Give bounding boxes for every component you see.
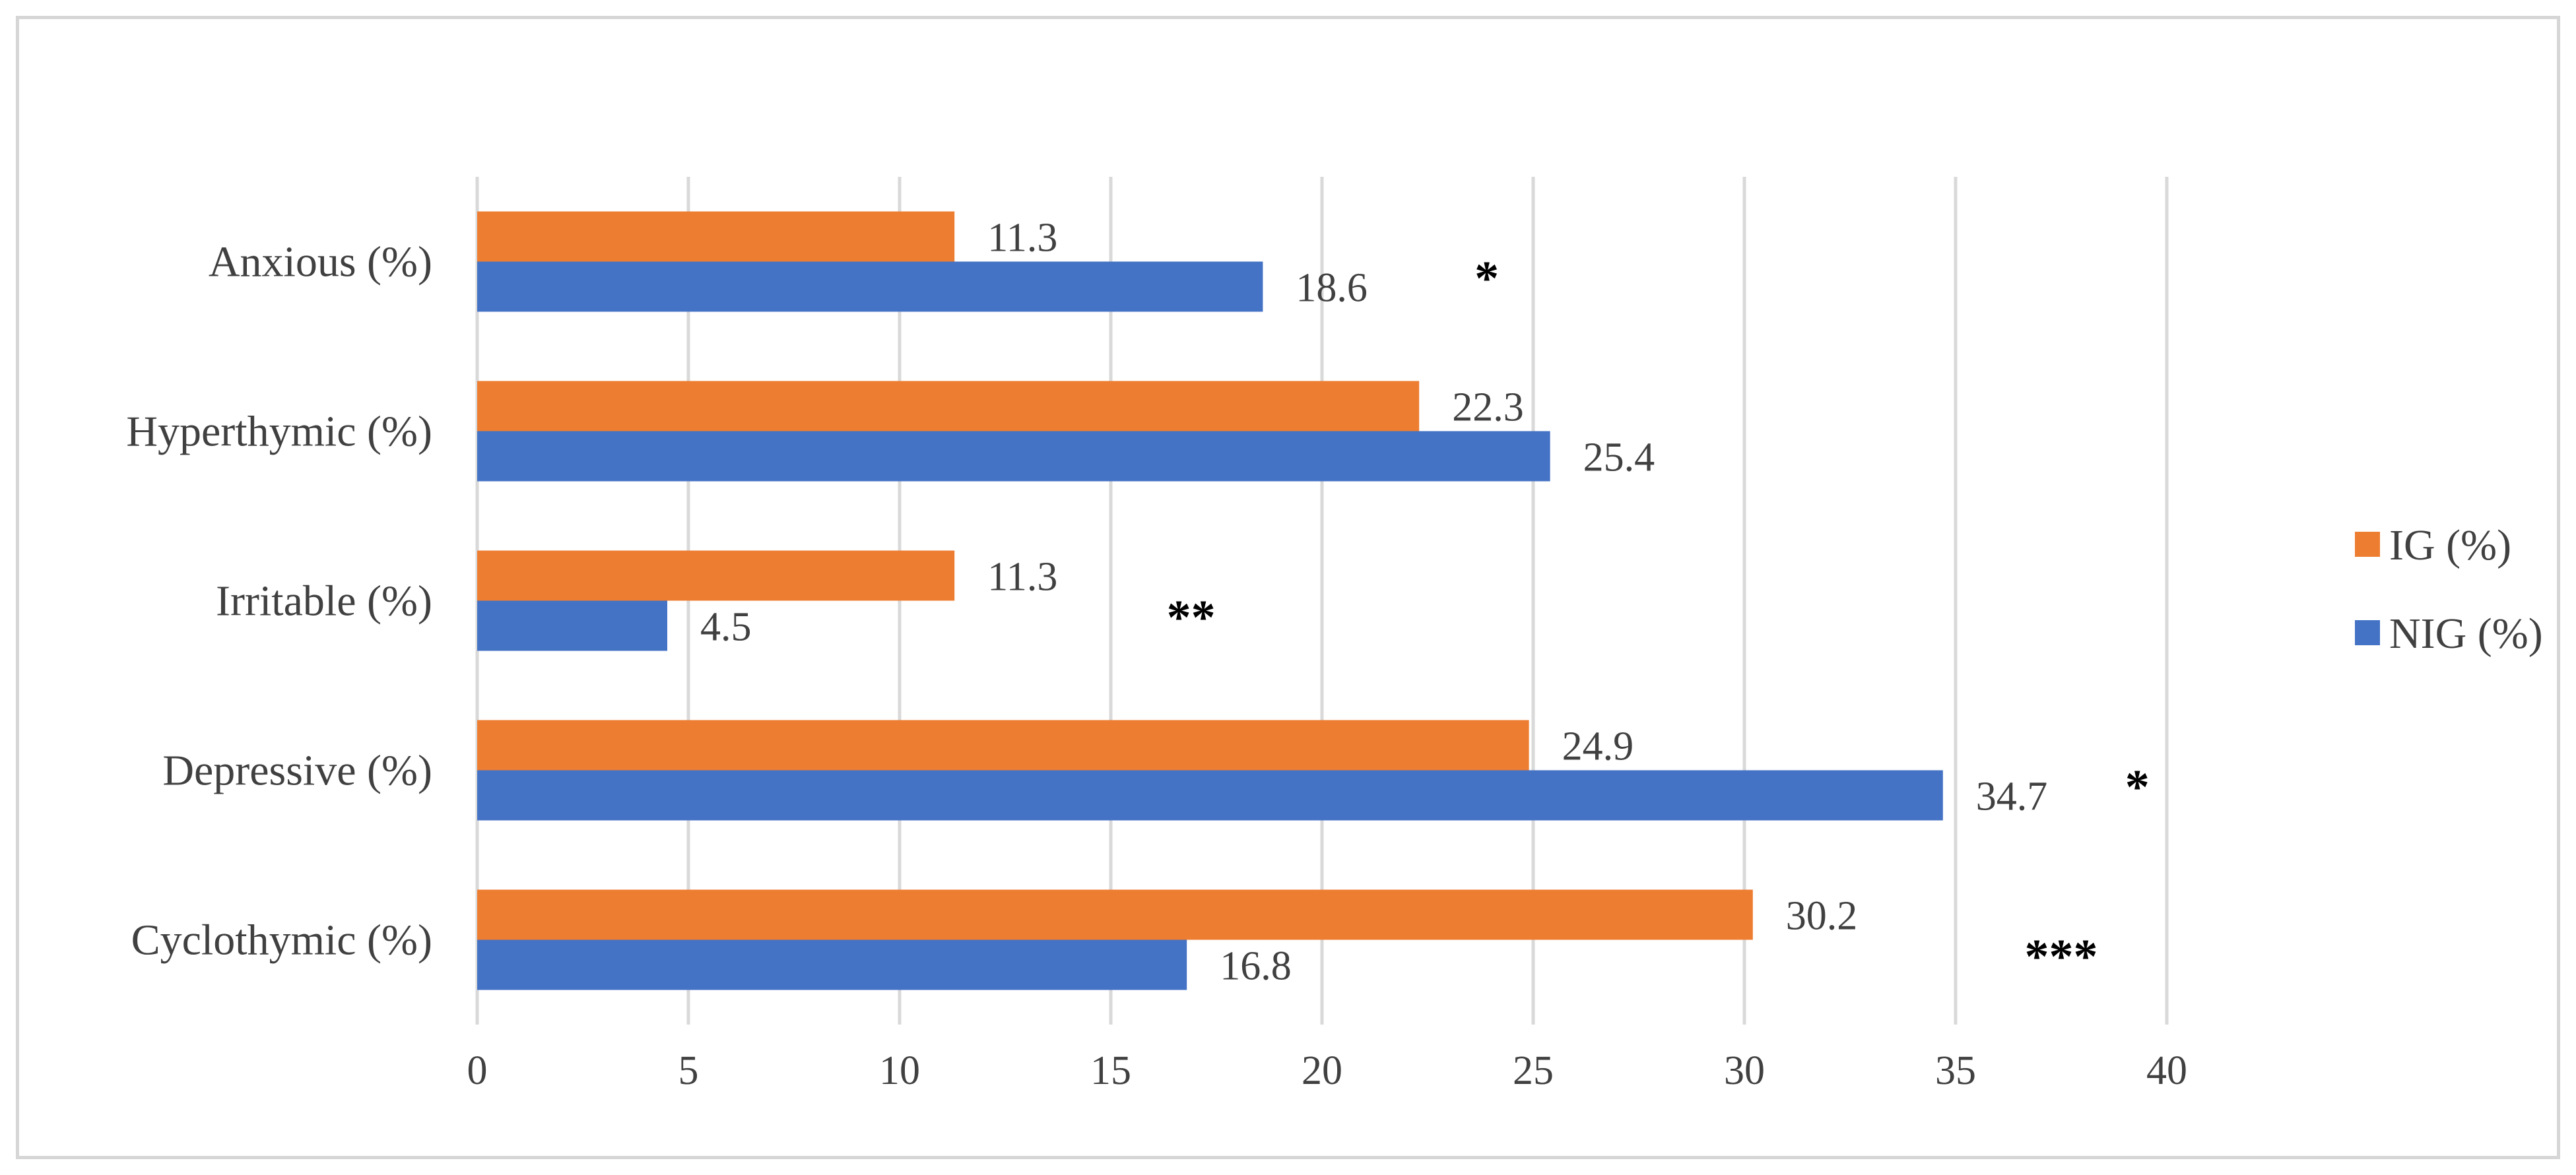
x-tick-label-35: 35	[1935, 1048, 1976, 1093]
value-label-nig-pct-cyclothymic-pct: 16.8	[1220, 944, 1292, 989]
bar-ig-pct-anxious-pct	[477, 211, 955, 262]
value-label-ig-pct-depressive-pct: 24.9	[1562, 724, 1634, 769]
value-label-ig-pct-hyperthymic-pct: 22.3	[1452, 385, 1524, 430]
chart-frame	[16, 16, 2560, 1159]
value-label-ig-pct-anxious-pct: 11.3	[987, 216, 1057, 261]
x-tick-label-40: 40	[2146, 1048, 2187, 1093]
legend: IG (%) NIG (%)	[2355, 521, 2543, 658]
x-tick-label-20: 20	[1302, 1048, 1342, 1093]
bar-nig-pct-irritable-pct	[477, 600, 667, 651]
value-label-nig-pct-irritable-pct: 4.5	[700, 605, 752, 650]
bar-ig-pct-depressive-pct	[477, 720, 1529, 771]
legend-swatch-nig-pct	[2355, 620, 2380, 645]
significance-irritable-pct: **	[1167, 591, 1216, 645]
significance-depressive-pct: *	[2125, 761, 2150, 815]
x-tick-label-30: 30	[1724, 1048, 1765, 1093]
bars	[477, 211, 1943, 990]
x-tick-label-10: 10	[879, 1048, 920, 1093]
bar-nig-pct-anxious-pct	[477, 261, 1263, 312]
legend-label-ig-pct: IG (%)	[2389, 521, 2511, 569]
bar-nig-pct-depressive-pct	[477, 770, 1943, 821]
x-tick-label-0: 0	[467, 1048, 488, 1093]
value-label-nig-pct-hyperthymic-pct: 25.4	[1583, 435, 1655, 480]
value-label-ig-pct-irritable-pct: 11.3	[987, 555, 1057, 600]
legend-label-nig-pct: NIG (%)	[2389, 610, 2543, 658]
value-label-nig-pct-depressive-pct: 34.7	[1976, 775, 2048, 819]
legend-swatch-ig-pct	[2355, 532, 2380, 557]
x-tick-label-5: 5	[678, 1048, 699, 1093]
category-label-irritable-pct: Irritable (%)	[216, 577, 432, 625]
value-label-nig-pct-anxious-pct: 18.6	[1296, 266, 1367, 311]
significance-cyclothymic-pct: ***	[2025, 930, 2098, 984]
category-label-depressive-pct: Depressive (%)	[162, 747, 432, 795]
x-tick-label-25: 25	[1513, 1048, 1554, 1093]
bar-ig-pct-irritable-pct	[477, 550, 955, 601]
significance-anxious-pct: *	[1474, 252, 1499, 306]
category-label-hyperthymic-pct: Hyperthymic (%)	[126, 408, 432, 456]
gridlines	[475, 177, 2169, 1025]
bar-nig-pct-cyclothymic-pct	[477, 939, 1187, 990]
value-label-ig-pct-cyclothymic-pct: 30.2	[1786, 894, 1858, 939]
category-label-cyclothymic-pct: Cyclothymic (%)	[131, 916, 432, 965]
bar-ig-pct-cyclothymic-pct	[477, 889, 1753, 940]
labels: 0 5 10 15 20 25 30 35 40 30.2 16.8 Cyclothymic (%) 2…	[126, 216, 2187, 1094]
x-tick-label-15: 15	[1090, 1048, 1131, 1093]
category-label-anxious-pct: Anxious (%)	[209, 238, 432, 286]
bar-nig-pct-hyperthymic-pct	[477, 431, 1550, 482]
bar-ig-pct-hyperthymic-pct	[477, 381, 1420, 431]
